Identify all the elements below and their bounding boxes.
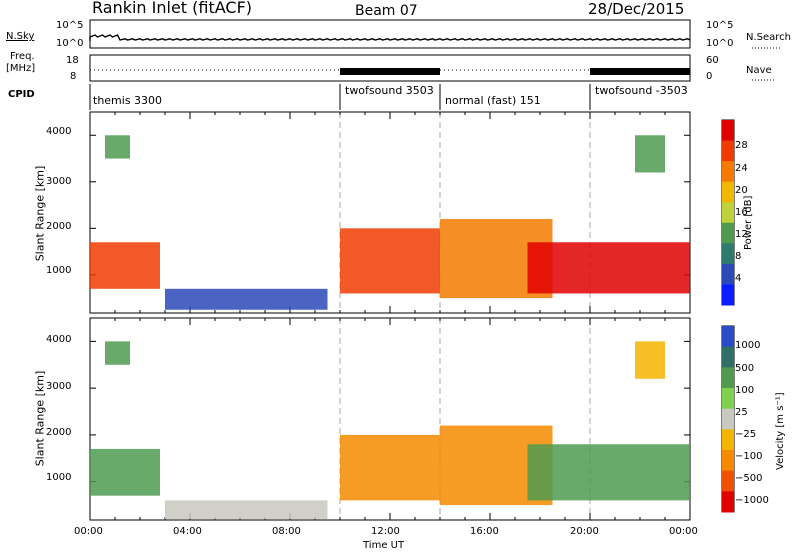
scatter-region	[105, 341, 130, 365]
colorbar-cell	[722, 222, 734, 244]
xtick-0400: 04:00	[173, 526, 202, 537]
velocity-ytick-2000: 2000	[46, 427, 72, 438]
colorbar-cell	[722, 326, 734, 348]
xtick-1200: 12:00	[371, 526, 400, 537]
freq-tick-bottom: 8	[70, 71, 77, 82]
cpid-segment-1: themis 3300	[93, 94, 163, 107]
colorbar-cell	[722, 284, 734, 306]
colorbar-cell	[722, 470, 734, 492]
colorbar-cell	[722, 346, 734, 368]
colorbar-cell	[722, 161, 734, 183]
power-ytick-1000: 1000	[46, 265, 72, 276]
velocity-ytick-3000: 3000	[46, 381, 72, 392]
power-ytick-2000: 2000	[46, 221, 72, 232]
scatter-region	[165, 500, 328, 520]
freq-bar-segment-2	[590, 68, 690, 75]
vel-cbar-1000: 1000	[735, 340, 761, 351]
cpid-segment-3: normal (fast) 151	[445, 94, 541, 107]
power-cbar-24: 24	[735, 163, 748, 174]
nsky-trace	[89, 34, 691, 41]
cpid-segment-4: twofsound -3503	[595, 84, 688, 97]
nsky-label: N.Sky	[6, 31, 35, 42]
power-cbar-20: 20	[735, 185, 748, 196]
power-cbar-16: 16	[735, 207, 748, 218]
freq-label: Freq.	[10, 51, 35, 62]
nsearch-tick-bottom: 10^0	[706, 38, 734, 49]
scatter-region	[527, 444, 690, 501]
velocity-ytick-1000: 1000	[46, 472, 72, 483]
xtick-0800: 08:00	[272, 526, 301, 537]
power-ytick-3000: 3000	[46, 176, 72, 187]
xtick-2400: 00:00	[669, 526, 698, 537]
xaxis-label: Time UT	[363, 540, 405, 551]
velocity-ytick-4000: 4000	[46, 334, 72, 345]
scatter-region	[635, 135, 665, 173]
power-cbar-28: 28	[735, 140, 748, 151]
colorbar-cell	[722, 140, 734, 162]
colorbar-cell	[722, 181, 734, 203]
scatter-region	[340, 434, 440, 501]
power-cbar-8: 8	[735, 251, 742, 262]
vel-cbar-m1000: −1000	[735, 495, 769, 506]
vel-cbar-100: 100	[735, 385, 755, 396]
cpid-segment-2: twofsound 3503	[345, 84, 434, 97]
power-ytick-4000: 4000	[46, 126, 72, 137]
scatter-region	[635, 341, 665, 379]
scatter-region	[165, 288, 328, 310]
colorbar-cell	[722, 243, 734, 265]
xtick-2000: 20:00	[570, 526, 599, 537]
beam-label: Beam 07	[355, 3, 418, 19]
nave-tick-top: 60	[706, 55, 719, 66]
vel-cbar-m100: −100	[735, 451, 763, 462]
colorbar-cell	[722, 429, 734, 451]
nsky-panel-frame	[89, 19, 691, 49]
xtick-0000: 00:00	[74, 526, 103, 537]
colorbar-cell	[722, 450, 734, 472]
power-cbar-4: 4	[735, 273, 742, 284]
marks-group	[89, 34, 734, 520]
nave-label: Nave	[746, 65, 772, 76]
freq-tick-top: 18	[66, 55, 79, 66]
scatter-region	[90, 242, 160, 289]
power-cbar-12: 12	[735, 229, 748, 240]
scatter-region	[90, 448, 160, 496]
freq-bar-segment-1	[340, 68, 440, 75]
nsky-tick-top: 10^5	[56, 20, 84, 31]
nsky-tick-bottom: 10^0	[56, 38, 84, 49]
scatter-region	[340, 228, 440, 294]
colorbar-cell	[722, 367, 734, 389]
colorbar-cell	[722, 408, 734, 430]
cpid-label: CPID	[8, 89, 35, 100]
colorbar-cell	[722, 120, 734, 142]
station-title: Rankin Inlet (fitACF)	[92, 0, 253, 17]
xtick-1600: 16:00	[470, 526, 499, 537]
nave-tick-bottom: 0	[706, 71, 713, 82]
vel-cbar-m500: −500	[735, 473, 763, 484]
colorbar-cell	[722, 491, 734, 513]
nsearch-label: N.Search	[746, 32, 792, 43]
scatter-region	[105, 135, 130, 159]
scatter-region	[527, 242, 690, 294]
nsearch-tick-top: 10^5	[706, 20, 734, 31]
vel-cbar-500: 500	[735, 363, 755, 374]
colorbar-cell	[722, 388, 734, 410]
colorbar-cell	[722, 202, 734, 224]
date-label: 28/Dec/2015	[588, 0, 685, 18]
vel-cbar-25: 25	[735, 407, 748, 418]
colorbar-cell	[722, 263, 734, 285]
vel-cbar-m25: −25	[735, 429, 757, 440]
freq-unit-label: [MHz]	[6, 63, 36, 74]
